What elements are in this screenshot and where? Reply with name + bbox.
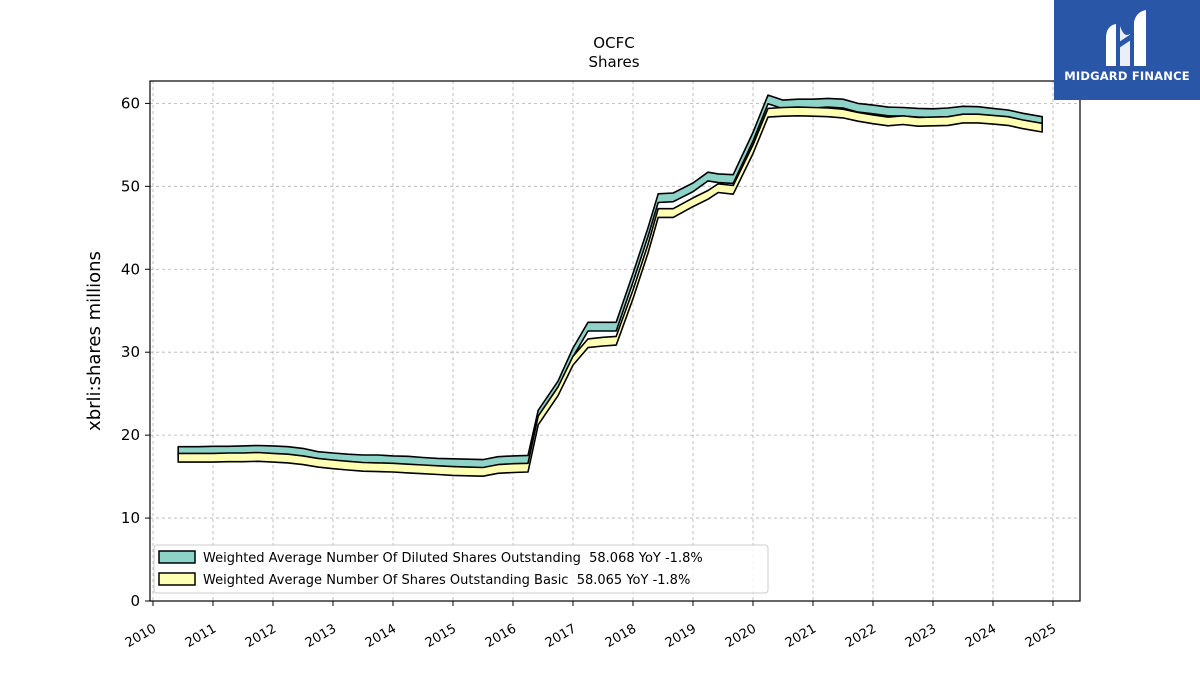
x-tick-label: 2013 <box>303 621 339 651</box>
x-tick-label: 2017 <box>543 621 579 651</box>
legend: Weighted Average Number Of Diluted Share… <box>153 544 769 594</box>
x-tick-label: 2010 <box>123 621 159 651</box>
x-tick-label: 2021 <box>783 621 819 651</box>
legend-swatch-diluted <box>158 550 196 564</box>
y-axis-label: xbrli:shares millions <box>84 251 105 431</box>
x-tick-label: 2015 <box>423 621 459 651</box>
y-tick-label: 60 <box>121 94 140 112</box>
x-tick-label: 2014 <box>363 621 399 651</box>
chart-title: OCFC <box>593 34 634 52</box>
y-tick-label: 10 <box>121 509 140 527</box>
legend-label-basic: Weighted Average Number Of Shares Outsta… <box>203 573 690 588</box>
grid-lines <box>150 81 1080 602</box>
legend-swatch-basic <box>158 572 196 586</box>
plot-frame <box>149 80 1081 602</box>
legend-label-diluted: Weighted Average Number Of Diluted Share… <box>203 551 703 566</box>
y-tick-label: 20 <box>121 426 140 444</box>
x-tick-label: 2016 <box>483 621 519 651</box>
series-layer <box>177 94 1043 477</box>
series-area-basic <box>177 106 1043 477</box>
x-tick-label: 2020 <box>723 621 759 651</box>
legend-frame <box>153 544 769 594</box>
x-tick-label: 2022 <box>843 621 879 651</box>
x-tick-label: 2018 <box>603 621 639 651</box>
logo-mark-icon <box>1106 10 1146 66</box>
x-tick-label: 2012 <box>243 621 279 651</box>
y-tick-label: 0 <box>130 592 140 610</box>
brand-logo: MIDGARD FINANCE <box>1054 0 1200 100</box>
chart-subtitle: Shares <box>588 53 639 71</box>
x-tick-label: 2024 <box>963 621 999 651</box>
y-tick-label: 50 <box>121 177 140 195</box>
x-tick-label: 2019 <box>663 621 699 651</box>
logo-text: MIDGARD FINANCE <box>1064 69 1190 83</box>
x-tick-label: 2023 <box>903 621 939 651</box>
y-tick-label: 30 <box>121 343 140 361</box>
series-area-diluted <box>177 94 1043 470</box>
x-tick-label: 2011 <box>183 621 219 651</box>
x-tick-label: 2025 <box>1023 621 1059 651</box>
y-tick-label: 40 <box>121 260 140 278</box>
